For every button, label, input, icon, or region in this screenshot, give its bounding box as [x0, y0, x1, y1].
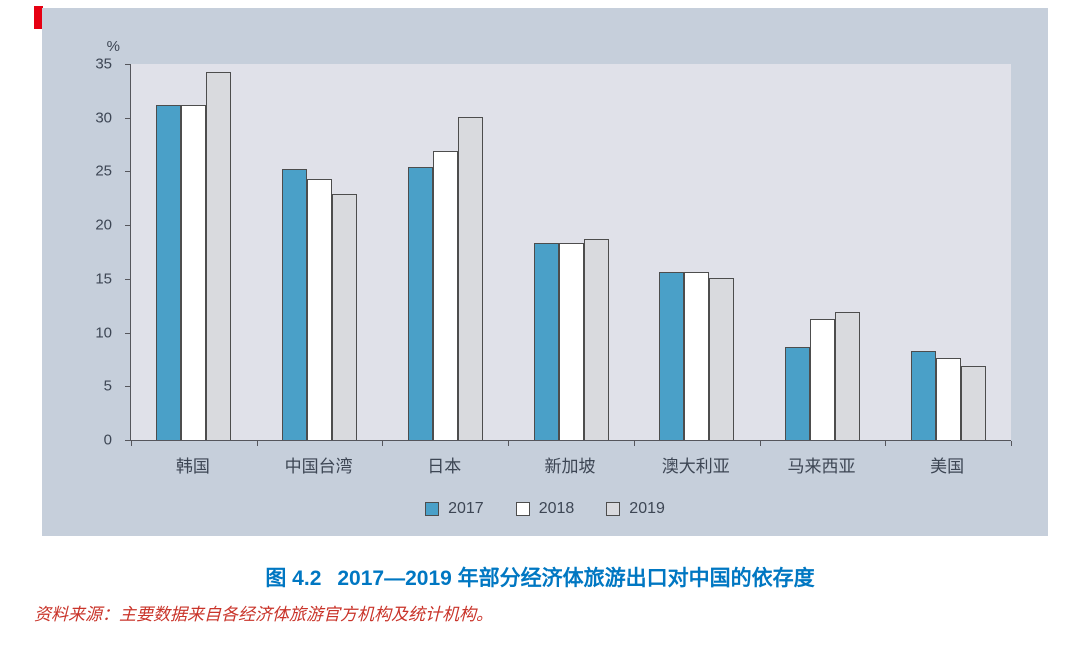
y-tick-label: 5	[103, 377, 112, 395]
bar	[181, 104, 207, 440]
source-note: 资料来源：主要数据来自各经济体旅游官方机构及统计机构。	[34, 605, 493, 625]
figure-title: 2017—2019 年部分经济体旅游出口对中国的依存度	[337, 567, 815, 590]
bar-group	[885, 64, 1011, 440]
bar	[533, 243, 559, 440]
y-tick-label: 35	[95, 55, 112, 73]
y-tick-label: 25	[95, 162, 112, 180]
y-axis-tick	[125, 171, 130, 173]
legend-swatch	[515, 502, 530, 516]
bar	[684, 272, 710, 440]
bar	[659, 272, 685, 440]
y-tick-label: 0	[103, 431, 112, 449]
y-axis-tick	[125, 225, 130, 227]
chart-panel: % 0 5 10 15 20 25 30 35 韩国 中国台湾 日本 新加坡 澳大利亚 马来西亚 美国 2…	[42, 8, 1048, 536]
bar	[332, 194, 358, 440]
y-axis-tick	[125, 278, 130, 280]
bar-group	[382, 64, 508, 440]
bar	[960, 365, 986, 440]
category-label: 澳大利亚	[661, 457, 730, 476]
legend-swatch	[606, 502, 621, 516]
legend-item: 2017	[425, 500, 484, 518]
legend: 2017 2018 2019	[42, 500, 1048, 518]
bar	[784, 346, 810, 440]
bar	[709, 277, 735, 440]
bar	[407, 167, 433, 440]
legend-label: 2017	[448, 500, 484, 517]
category-label: 日本	[427, 457, 462, 476]
x-axis-tick	[1011, 441, 1012, 446]
category-label: 新加坡	[544, 457, 596, 476]
category-label: 美国	[930, 457, 965, 476]
y-axis-tick	[125, 332, 130, 334]
y-axis: 0 5 10 15 20 25 30 35	[42, 56, 118, 449]
bar-group	[508, 64, 634, 440]
bar-group	[257, 64, 383, 440]
y-axis-tick	[125, 440, 130, 441]
legend-item: 2018	[515, 500, 575, 518]
bar	[457, 116, 483, 440]
figure-label: 图 4.2	[265, 567, 322, 590]
bar	[834, 312, 860, 440]
bar-group	[634, 64, 760, 440]
category-label: 马来西亚	[787, 457, 856, 476]
y-axis-tick	[125, 386, 130, 388]
x-axis-tick	[885, 441, 887, 446]
y-axis-tick	[125, 64, 130, 65]
bar	[910, 350, 936, 440]
legend-swatch	[425, 502, 440, 516]
category-label: 中国台湾	[284, 457, 353, 476]
x-axis-tick	[256, 441, 258, 446]
y-tick-label: 10	[95, 324, 112, 342]
y-tick-label: 30	[95, 109, 112, 127]
red-accent-mark	[34, 6, 43, 29]
y-axis-unit-label: %	[106, 38, 120, 55]
bar	[432, 151, 458, 440]
legend-label: 2019	[629, 500, 665, 517]
x-axis-tick	[759, 441, 761, 446]
bar-group	[760, 64, 886, 440]
bar	[307, 178, 333, 440]
bar	[206, 71, 232, 440]
y-tick-label: 15	[95, 270, 112, 288]
bar	[583, 239, 609, 440]
y-axis-tick	[125, 117, 130, 119]
x-axis-tick	[508, 441, 510, 446]
figure-caption: 图 4.2 2017—2019 年部分经济体旅游出口对中国的依存度	[0, 562, 1080, 592]
x-axis-tick	[633, 441, 635, 446]
x-axis-tick	[131, 441, 132, 446]
legend-item: 2019	[606, 500, 665, 518]
bar	[156, 104, 182, 440]
bar	[809, 318, 835, 440]
bar-group	[131, 64, 257, 440]
plot-area	[125, 64, 1012, 446]
x-axis-tick	[382, 441, 384, 446]
x-axis-labels: 韩国 中国台湾 日本 新加坡 澳大利亚 马来西亚 美国	[130, 452, 1010, 477]
legend-label: 2018	[538, 500, 575, 517]
bar	[935, 358, 961, 440]
category-label: 韩国	[175, 457, 210, 476]
y-tick-label: 20	[95, 216, 112, 234]
bar	[558, 243, 584, 440]
bar	[282, 169, 308, 440]
